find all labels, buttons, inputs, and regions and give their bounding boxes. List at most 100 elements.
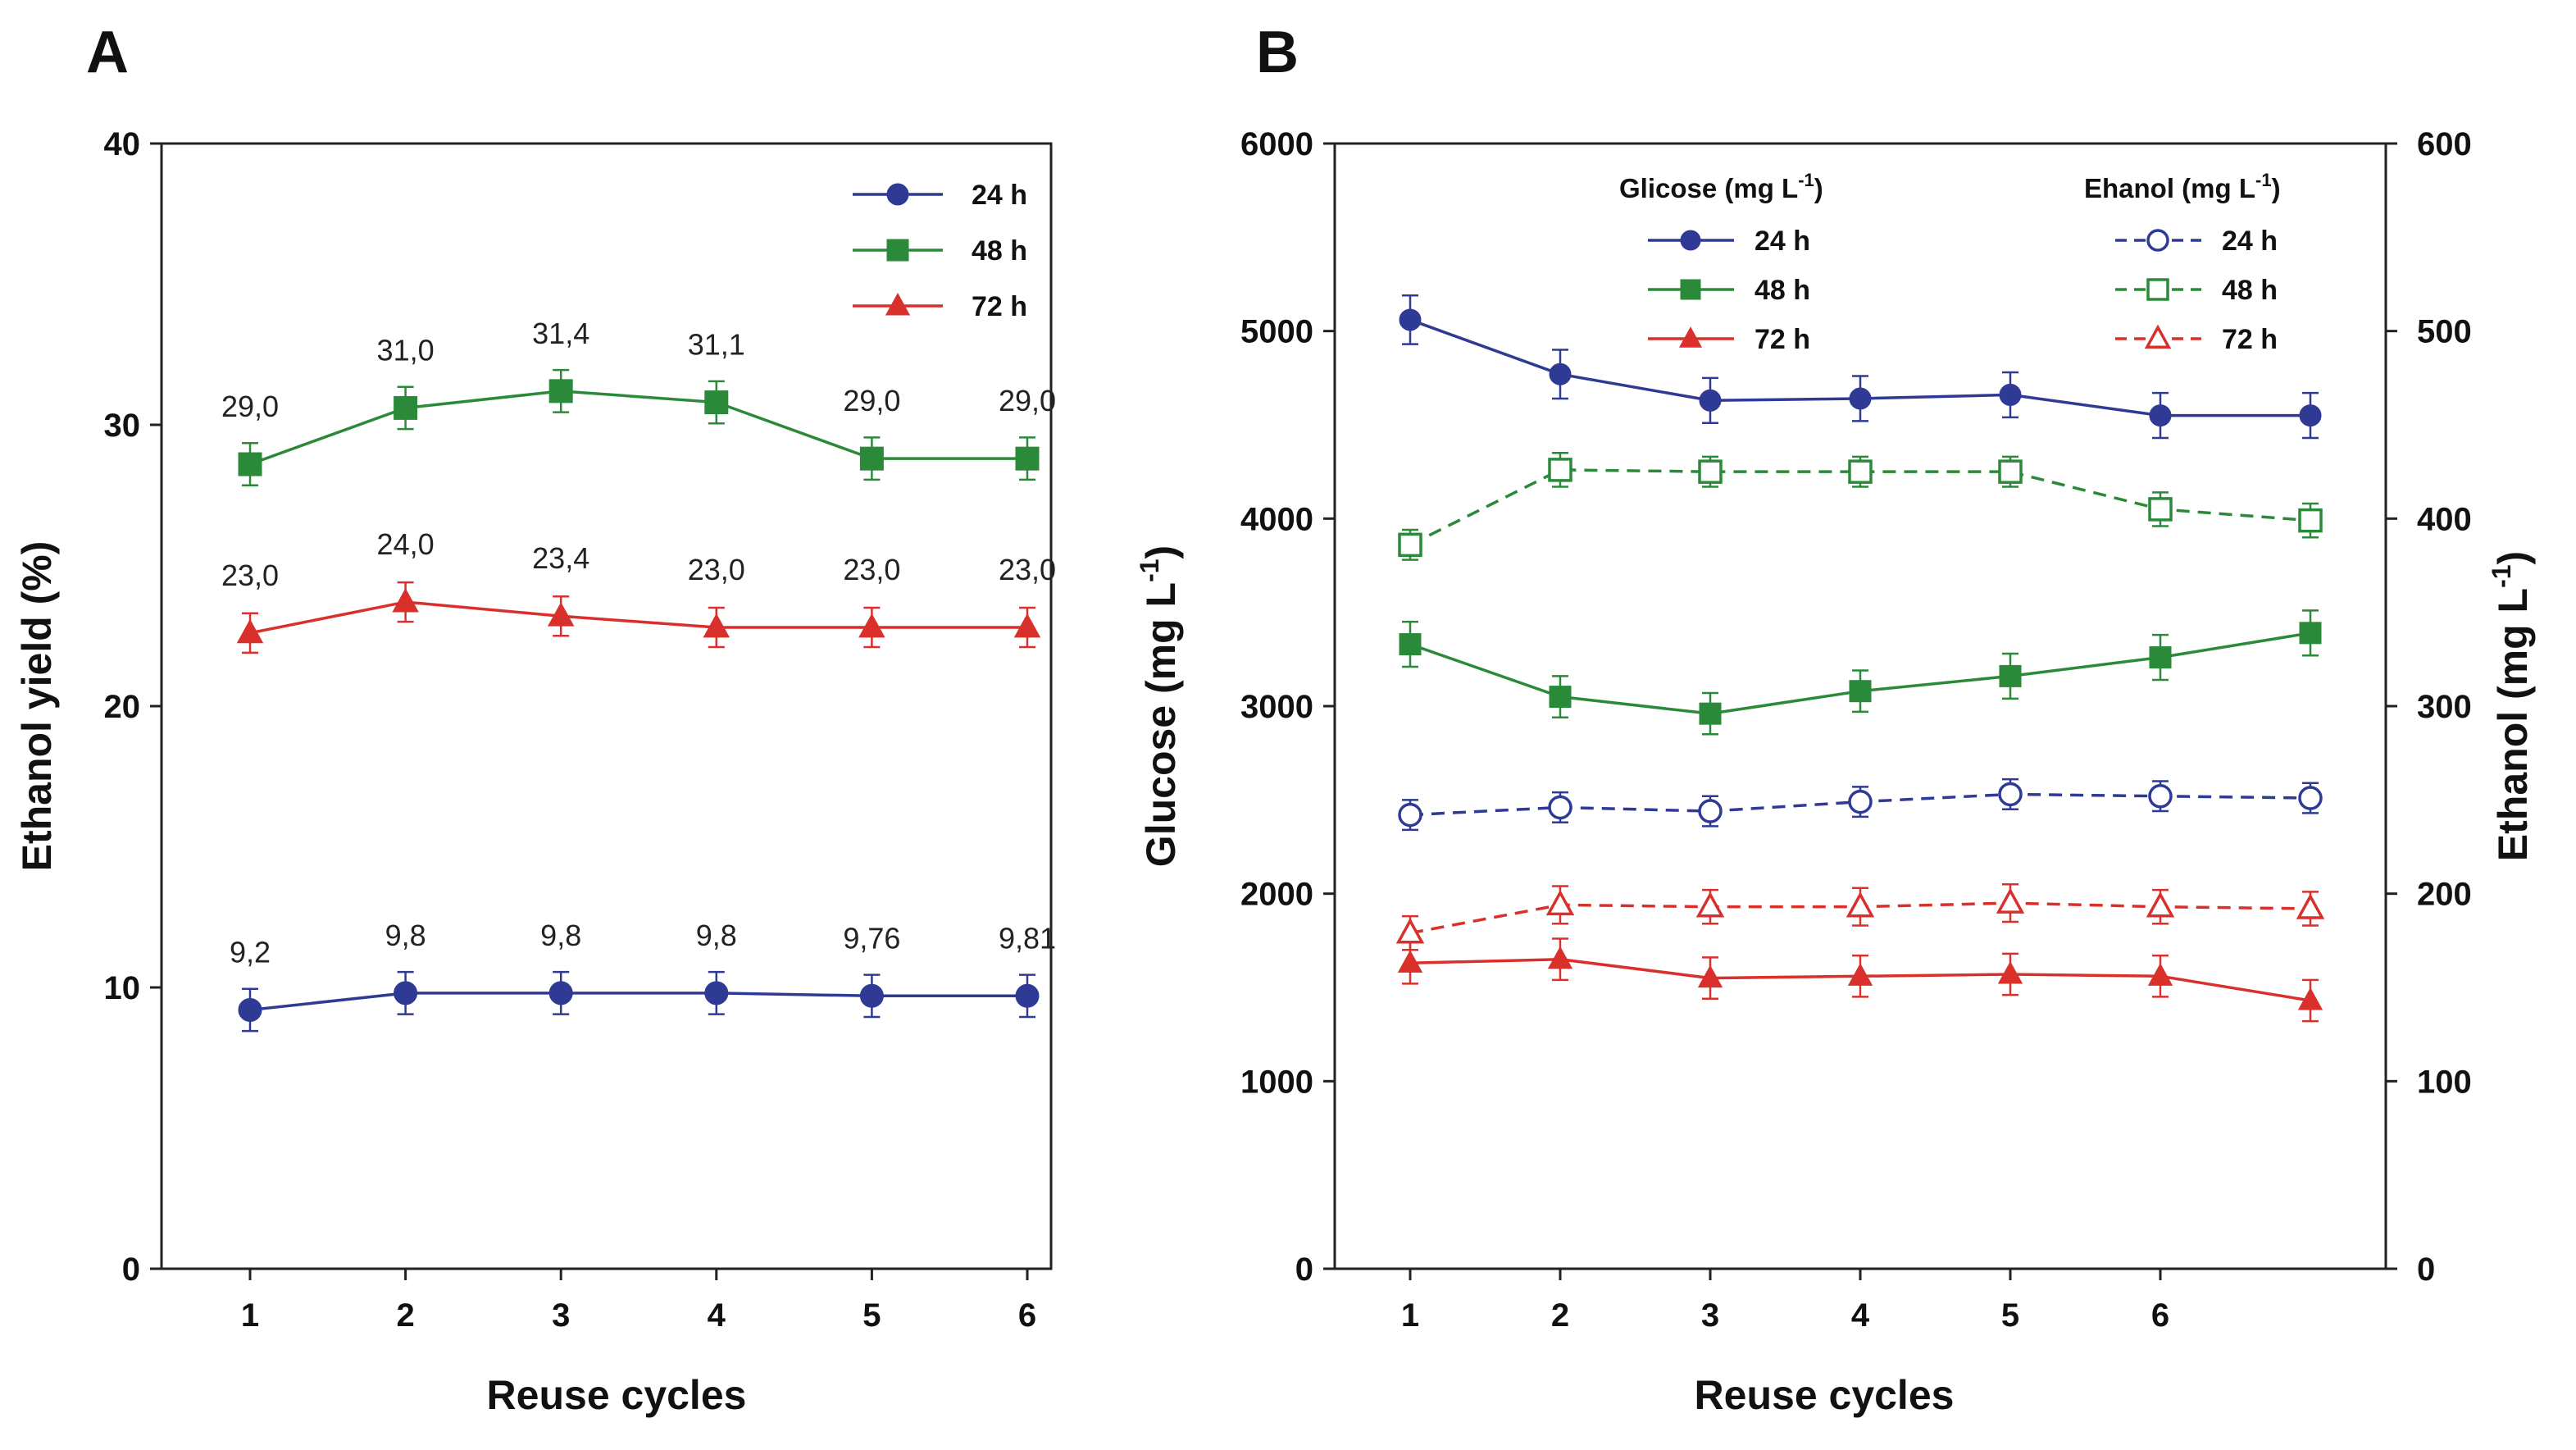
panel-b-series-ehanol-24-h (1398, 777, 2323, 832)
panel-b-x-tick-label: 1 (1401, 1297, 1419, 1334)
panel-b-right-axis-title-main: Ethanol (mg L (2490, 588, 2536, 861)
panel-b-point-ehanol-48-h (1548, 458, 1572, 482)
panel-b-ticks: 0 1000 2000 3000 4000 5000 6000 0 100 200 300 400 50… (1240, 126, 2472, 1334)
panel-a-legend-label-72-h: 72 h (972, 291, 1027, 322)
panel-b-left-tick-label: 3000 (1240, 689, 1313, 725)
panel-a-line-72-h (249, 600, 1027, 635)
panel-b-point-glicose-24-h (1549, 362, 1572, 385)
panel-a-x-tick-label: 5 (862, 1297, 881, 1334)
panel-b-point-glicose-24-h (1399, 308, 1422, 331)
panel-a-legend-label-48-h: 48 h (972, 235, 1027, 267)
panel-b-legend-glucose-title: Glicose (mg L-1) (1619, 170, 1823, 203)
panel-b: B Reuse cycles Glucose (mg L-1) Ethanol … (1135, 20, 2536, 1418)
panel-b-left-axis-title-main: Glucose (mg L (1138, 582, 1184, 867)
panel-b-point-ehanol-24-h (1548, 795, 1572, 820)
panel-a-point-72-h (236, 618, 264, 644)
panel-b-legend-marker-ehanol-72-h (2144, 324, 2172, 349)
panel-b-right-axis-title: Ethanol (mg L-1) (2487, 551, 2536, 861)
panel-a-data-label: 31,0 (377, 333, 435, 367)
panel-b-point-glicose-24-h (1699, 389, 1722, 412)
panel-b-right-tick-label: 600 (2417, 126, 2472, 162)
panel-a-data-label: 9,81 (999, 921, 1056, 955)
panel-a-series-72-h: 23,0 24,0 23,4 23,0 23,0 23,0 (221, 527, 1056, 654)
panel-b-point-ehanol-48-h (1698, 459, 1723, 484)
panel-b-point-ehanol-24-h (1998, 782, 2023, 807)
panel-b-point-ehanol-24-h (2148, 784, 2173, 809)
panel-a-data-label: 9,8 (540, 919, 581, 952)
panel-a-legend-marker-48-h (886, 239, 909, 262)
panel-a-point-48-h (1015, 446, 1040, 471)
panel-a-point-72-h (703, 613, 730, 638)
panel-b-right-tick-label: 400 (2417, 501, 2472, 537)
panel-b-left-tick-label: 4000 (1240, 501, 1313, 537)
panel-b-right-tick-label: 300 (2417, 689, 2472, 725)
panel-b-series-glicose-48-h (1399, 609, 2322, 736)
panel-a-point-48-h (704, 390, 729, 415)
panel-b-point-glicose-24-h (2149, 404, 2172, 427)
panel-a-x-tick-label: 2 (396, 1297, 414, 1334)
panel-a-data-label: 24,0 (377, 527, 435, 561)
panel-b-legend-marker-glicose-24-h (1680, 230, 1701, 251)
panel-a-point-24-h (1015, 983, 1040, 1008)
panel-a-ticks: 0 10 20 30 40 1 2 3 4 5 6 (104, 126, 1037, 1334)
panel-a-series-48-h: 29,0 31,0 31,4 31,1 29,0 29,0 (221, 317, 1056, 486)
panel-b-left-axis-title: Glucose (mg L-1) (1135, 545, 1184, 867)
panel-a-letter: A (86, 20, 129, 85)
panel-b-point-glicose-24-h (1849, 387, 1872, 410)
panel-a-data-label: 9,8 (696, 919, 737, 952)
panel-b-point-ehanol-72-h (1545, 889, 1575, 916)
panel-a-data-label: 9,76 (843, 921, 900, 955)
panel-a-y-tick-label: 0 (122, 1252, 140, 1288)
panel-b-point-glicose-48-h (1699, 702, 1722, 725)
panel-a-line-24-h (249, 992, 1027, 1012)
panel-b-point-glicose-72-h (1997, 961, 2023, 984)
panel-a-line-48-h (249, 390, 1027, 466)
panel-a-y-tick-label: 40 (104, 126, 141, 162)
panel-a-series-24-h: 9,2 9,8 9,8 9,8 9,76 9,81 (230, 919, 1056, 1033)
panel-a: A Reuse cycles Ethanol yield (%) 0 10 20 30… (14, 20, 1056, 1418)
panel-b-legend-glucose-title-superscript: -1 (1798, 170, 1814, 190)
panel-b-point-glicose-24-h (2299, 404, 2322, 427)
panel-b-left-tick-label: 0 (1295, 1252, 1313, 1288)
panel-b-left-tick-label: 5000 (1240, 314, 1313, 350)
panel-a-point-48-h (238, 452, 262, 476)
panel-b-point-ehanol-24-h (2298, 786, 2323, 810)
panel-a-y-tick-label: 20 (104, 689, 141, 725)
panel-a-legend-marker-24-h (886, 183, 909, 206)
panel-b-legend-glucose-title-close: ) (1814, 173, 1823, 203)
panel-b-point-glicose-48-h (2299, 622, 2322, 645)
panel-b-legend-ethanol-title-superscript: -1 (2255, 170, 2272, 190)
panel-a-data-label: 29,0 (843, 384, 900, 417)
panel-b-point-ehanol-72-h (1846, 891, 1875, 918)
panel-b-point-glicose-48-h (2149, 646, 2172, 669)
panel-a-y-tick-label: 10 (104, 970, 141, 1006)
panel-b-legend-ethanol-title-close: ) (2272, 173, 2281, 203)
panel-b-point-glicose-72-h (2297, 987, 2323, 1010)
panel-b-legend-label-glicose-72-h: 72 h (1755, 324, 1810, 355)
panel-b-right-tick-label: 200 (2417, 877, 2472, 913)
panel-a-data-label: 23,0 (843, 553, 900, 586)
panel-b-legend-marker-glicose-48-h (1680, 279, 1701, 300)
panel-b-legend-label-glicose-24-h: 24 h (1755, 226, 1810, 257)
panel-b-left-tick-label: 2000 (1240, 877, 1313, 913)
panel-a-x-tick-label: 4 (708, 1297, 726, 1334)
panel-b-x-tick-label: 4 (1851, 1297, 1870, 1334)
panel-a-data-label: 23,0 (221, 559, 279, 592)
panel-b-series-ehanol-72-h (1395, 882, 2325, 951)
panel-b-point-ehanol-48-h (1848, 459, 1873, 484)
panel-a-x-axis-title: Reuse cycles (487, 1372, 747, 1418)
panel-a-legend-marker-72-h (885, 293, 911, 316)
panel-a-data-label: 29,0 (999, 384, 1056, 417)
panel-a-legend: 24 h 48 h 72 h (853, 180, 1027, 322)
panel-b-legend-marker-ehanol-48-h (2146, 278, 2169, 301)
panel-a-point-24-h (548, 981, 573, 1005)
panel-a-point-72-h (547, 602, 575, 627)
panel-b-legend-label-ehanol-72-h: 72 h (2222, 324, 2278, 355)
panel-b-point-glicose-48-h (1549, 686, 1572, 709)
panel-b-point-ehanol-48-h (2148, 497, 2173, 522)
panel-a-point-72-h (392, 587, 419, 613)
panel-a-x-tick-label: 1 (241, 1297, 259, 1334)
panel-b-point-ehanol-48-h (1398, 532, 1422, 558)
panel-a-data-label: 31,1 (688, 328, 745, 362)
